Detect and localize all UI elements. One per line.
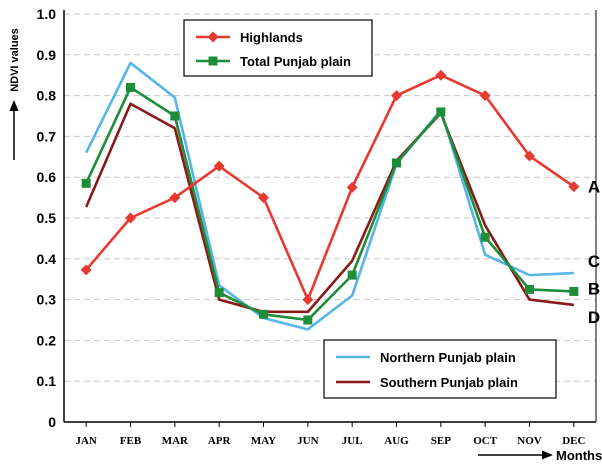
series-highlands [80, 69, 580, 306]
series-end-label: D [588, 308, 600, 327]
legend-label: Highlands [240, 30, 303, 45]
legend-label: Northern Punjab plain [380, 350, 516, 365]
data-point [391, 90, 402, 102]
ticks-layer: 0 0.1 0.2 0.3 0.4 0.5 0.6 0.7 0.8 0.9 1.0 JAN FEB MAR… [37, 6, 586, 447]
series-line [84, 86, 574, 322]
x-tick-label: MAR [162, 435, 189, 447]
data-point [125, 212, 136, 224]
y-axis-arrow-head [9, 100, 19, 111]
y-tick-label: 0.3 [37, 292, 57, 308]
data-point [524, 150, 535, 162]
data-point [170, 111, 180, 121]
series-southern-punjab-plain [84, 102, 574, 314]
data-point [569, 286, 579, 296]
annotation-layer: A BC D [588, 178, 600, 327]
data-point [303, 315, 313, 325]
x-tick-label: JUN [297, 435, 318, 447]
y-tick-label: 0.4 [37, 251, 57, 267]
data-point [480, 232, 490, 242]
x-tick-label: JUL [342, 435, 363, 447]
legend-swatch-marker [207, 31, 219, 43]
y-tick-label: 0.9 [37, 47, 57, 63]
x-tick-label: DEC [562, 435, 585, 447]
series-layer [80, 61, 580, 331]
y-tick-label: 0 [48, 414, 56, 430]
series-end-label: A [588, 178, 600, 197]
legend-label: Total Punjab plain [240, 54, 351, 69]
data-point [81, 178, 91, 188]
data-point [525, 284, 534, 294]
data-point [302, 294, 314, 306]
y-tick-label: 0.1 [37, 373, 57, 389]
x-axis-label: Months [556, 448, 602, 463]
legend-top: Highlands Total Punjab plain [183, 19, 373, 77]
data-point [80, 264, 92, 276]
x-tick-label: AUG [384, 435, 409, 447]
x-tick-label: MAY [251, 435, 276, 447]
data-point [568, 181, 580, 193]
legend-box [323, 339, 557, 399]
data-point [258, 192, 269, 204]
data-point [479, 90, 491, 102]
data-point [259, 309, 268, 319]
data-point [214, 288, 224, 298]
y-tick-label: 0.2 [37, 332, 57, 348]
series-end-label: B [588, 279, 600, 298]
series-total-punjab-plain [81, 82, 579, 325]
x-tick-label: JAN [75, 435, 96, 447]
series-line [84, 102, 574, 314]
x-tick-label: SEP [431, 435, 451, 447]
x-tick-label: OCT [473, 435, 498, 447]
y-tick-label: 0.8 [37, 88, 57, 104]
y-tick-label: 0.7 [37, 128, 57, 144]
data-point [346, 181, 358, 193]
data-point [347, 270, 357, 280]
data-point [392, 158, 401, 168]
data-point [436, 107, 446, 117]
data-point [126, 82, 135, 92]
legend-swatch-marker [208, 56, 218, 66]
x-tick-label: APR [208, 435, 232, 447]
y-axis-label: NDVI values [9, 28, 21, 92]
y-tick-label: 0.6 [37, 169, 57, 185]
legend-box [183, 19, 373, 77]
axes-layer [63, 10, 597, 427]
legend-layer: Highlands Total Punjab plain Northern Punj… [183, 19, 557, 399]
legend-bottom: Northern Punjab plain Southern Punjab pla… [323, 339, 557, 399]
y-tick-label: 0.5 [37, 210, 57, 226]
data-point [213, 160, 225, 172]
data-point [435, 69, 447, 81]
x-axis-arrow-head [542, 450, 553, 460]
y-tick-label: 1.0 [37, 6, 57, 22]
series-northern-punjab-plain [85, 61, 574, 331]
data-point [169, 192, 181, 204]
series-line [85, 61, 574, 331]
series-end-label: C [588, 252, 600, 271]
x-tick-label: FEB [120, 435, 142, 447]
legend-label: Southern Punjab plain [380, 375, 518, 390]
axis-labels-layer: NDVI values Months [9, 28, 602, 463]
x-tick-label: NOV [517, 435, 542, 447]
series-line [85, 73, 575, 301]
